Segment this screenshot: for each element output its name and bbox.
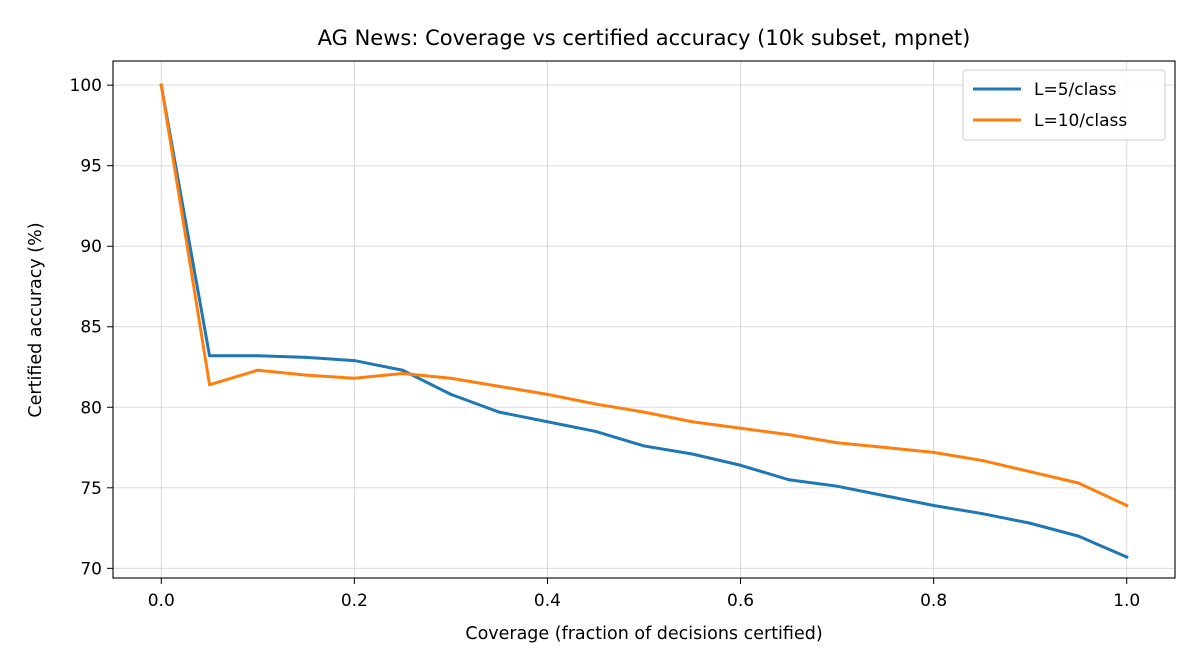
data-point-l5 bbox=[787, 478, 791, 482]
data-point-l5 bbox=[449, 392, 453, 396]
tick-layer: 0.0 0.2 0.4 0.6 0.8 1.0 70 75 80 85 90 95 100 bbox=[70, 76, 1141, 611]
data-point-l10 bbox=[159, 83, 163, 87]
data-point-l10 bbox=[256, 368, 260, 372]
y-tick-label: 70 bbox=[80, 559, 102, 579]
data-point-l5 bbox=[835, 484, 839, 488]
data-point-l10 bbox=[208, 383, 212, 387]
data-point-l10 bbox=[835, 441, 839, 445]
x-tick-label: 0.2 bbox=[341, 591, 368, 611]
data-point-l10 bbox=[690, 420, 694, 424]
data-point-l10 bbox=[642, 410, 646, 414]
data-point-l5 bbox=[883, 494, 887, 498]
data-point-l10 bbox=[1028, 470, 1032, 474]
data-point-l5 bbox=[352, 359, 356, 363]
data-point-l10 bbox=[1076, 481, 1080, 485]
chart-title: AG News: Coverage vs certified accuracy … bbox=[318, 26, 971, 50]
data-point-l5 bbox=[1125, 555, 1129, 559]
data-point-l5 bbox=[739, 463, 743, 467]
x-tick-label: 0.0 bbox=[148, 591, 175, 611]
data-point-l5 bbox=[980, 512, 984, 516]
data-point-l5 bbox=[1076, 534, 1080, 538]
y-axis-label: Certified accuracy (%) bbox=[26, 222, 46, 417]
data-point-l10 bbox=[449, 376, 453, 380]
y-tick-label: 80 bbox=[80, 398, 102, 418]
data-point-l5 bbox=[208, 354, 212, 358]
data-point-l5 bbox=[1028, 521, 1032, 525]
data-point-l10 bbox=[739, 426, 743, 430]
y-tick-label: 95 bbox=[80, 157, 102, 177]
data-point-l5 bbox=[642, 444, 646, 448]
plot-frame bbox=[112, 60, 1176, 579]
x-tick-label: 0.4 bbox=[534, 591, 561, 611]
data-point-l10 bbox=[787, 433, 791, 437]
data-point-l10 bbox=[594, 402, 598, 406]
data-point-l10 bbox=[932, 450, 936, 454]
x-tick-label: 0.6 bbox=[727, 591, 754, 611]
y-tick-label: 75 bbox=[80, 479, 102, 499]
x-tick-label: 1.0 bbox=[1113, 591, 1140, 611]
y-tick-label: 100 bbox=[70, 76, 102, 96]
data-point-l5 bbox=[932, 504, 936, 508]
data-point-l5 bbox=[690, 452, 694, 456]
data-point-l5 bbox=[545, 420, 549, 424]
data-point-l5 bbox=[256, 354, 260, 358]
data-point-l5 bbox=[594, 429, 598, 433]
data-point-l10 bbox=[497, 384, 501, 388]
series-layer bbox=[159, 83, 1129, 560]
data-point-l10 bbox=[545, 392, 549, 396]
data-point-l5 bbox=[497, 410, 501, 414]
data-point-l5 bbox=[304, 355, 308, 359]
data-point-l10 bbox=[304, 373, 308, 377]
data-point-l10 bbox=[980, 458, 984, 462]
x-tick-label: 0.8 bbox=[920, 591, 947, 611]
data-point-l10 bbox=[883, 446, 887, 450]
legend-label-l5: L=5/class bbox=[1034, 80, 1117, 100]
data-point-l10 bbox=[401, 371, 405, 375]
data-point-l10 bbox=[1125, 504, 1129, 508]
x-axis-label: Coverage (fraction of decisions certifie… bbox=[465, 624, 822, 644]
y-tick-label: 85 bbox=[80, 318, 102, 338]
data-point-l10 bbox=[352, 376, 356, 380]
legend-label-l10: L=10/class bbox=[1034, 111, 1127, 131]
grid-layer bbox=[113, 61, 1175, 578]
legend: L=5/class L=10/class bbox=[962, 69, 1166, 141]
data-point-l5 bbox=[401, 368, 405, 372]
y-tick-label: 90 bbox=[80, 237, 102, 257]
